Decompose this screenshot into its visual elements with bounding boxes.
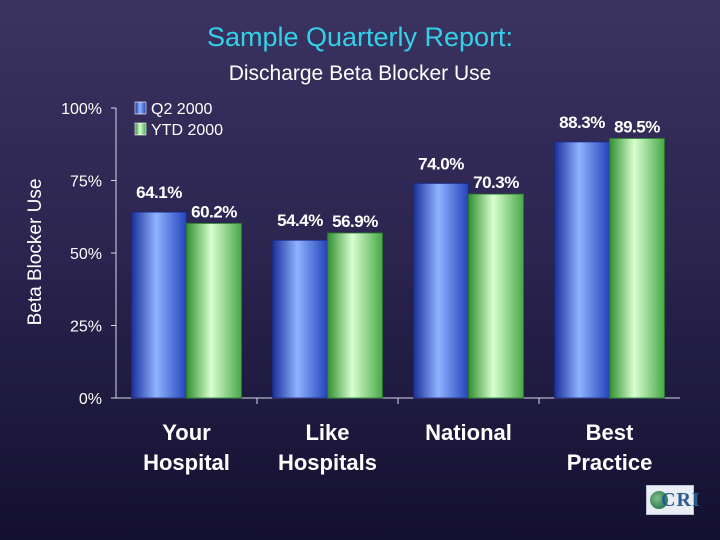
data-label: 64.1% bbox=[136, 183, 182, 202]
y-tick-label: 75% bbox=[70, 174, 102, 191]
data-label: 89.5% bbox=[614, 117, 660, 136]
data-label: 54.4% bbox=[277, 211, 323, 230]
globe-icon bbox=[650, 491, 668, 509]
y-tick-label: 25% bbox=[70, 319, 102, 336]
legend-swatch bbox=[134, 101, 147, 115]
chart-legend: Q2 2000 YTD 2000 bbox=[134, 101, 223, 139]
data-label: 70.3% bbox=[473, 173, 519, 192]
cri-logo: CRI bbox=[646, 485, 700, 515]
data-label: 88.3% bbox=[559, 113, 605, 132]
legend-entry: Q2 2000 bbox=[151, 101, 212, 118]
y-tick-label: 50% bbox=[70, 246, 102, 263]
chart-bars: 64.1% 60.2% 54.4% 56.9% 74.0% 70.3% 88.3% 89.5% bbox=[131, 113, 665, 399]
bar-q2 bbox=[554, 141, 610, 399]
category-label: Best bbox=[586, 420, 634, 445]
chart-axes: 0% 25% 50% 75% 100% Beta Blocker Use Your Hospi… bbox=[25, 101, 680, 475]
y-tick-label: 100% bbox=[61, 101, 102, 118]
data-label: 74.0% bbox=[418, 154, 464, 173]
category-label: Like bbox=[305, 420, 349, 445]
bar-ytd bbox=[327, 232, 383, 399]
bar-ytd bbox=[609, 138, 665, 399]
bar-ytd bbox=[468, 193, 524, 399]
y-axis-label: Beta Blocker Use bbox=[25, 179, 46, 326]
category-label: Practice bbox=[567, 450, 653, 475]
y-tick-label: 0% bbox=[79, 391, 102, 408]
category-label: Your bbox=[162, 420, 211, 445]
bar-ytd bbox=[186, 223, 242, 399]
data-label: 60.2% bbox=[191, 202, 237, 221]
category-label: Hospital bbox=[143, 450, 230, 475]
data-label: 56.9% bbox=[332, 212, 378, 231]
bar-q2 bbox=[272, 239, 328, 399]
legend-swatch bbox=[134, 122, 147, 136]
category-label: Hospitals bbox=[278, 450, 377, 475]
legend-entry: YTD 2000 bbox=[151, 122, 223, 139]
chart-title: Sample Quarterly Report: bbox=[206, 22, 514, 52]
bar-q2 bbox=[413, 182, 469, 399]
category-label: National bbox=[425, 420, 512, 445]
chart-subtitle: Discharge Beta Blocker Use bbox=[228, 62, 492, 85]
logo-text: CRI bbox=[661, 489, 701, 511]
bar-q2 bbox=[131, 211, 187, 399]
